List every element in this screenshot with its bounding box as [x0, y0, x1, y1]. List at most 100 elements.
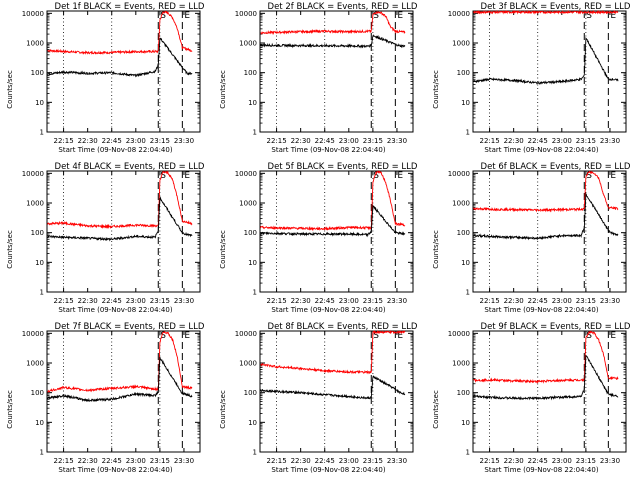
- x-tick-label: 22:15: [266, 457, 286, 465]
- end-marker: E: [184, 171, 190, 181]
- series-line-lld: [47, 170, 193, 230]
- x-tick-label: 23:15: [150, 137, 170, 145]
- y-axis-label: Counts/sec: [219, 390, 227, 429]
- start-marker: S: [373, 171, 379, 181]
- x-tick-label: 22:30: [504, 137, 524, 145]
- x-tick-label: 23:30: [387, 297, 407, 305]
- chart-panel-9: Det 9f BLACK = Events, RED = LLD 1 10 100 10…: [432, 322, 631, 474]
- series-line-events: [47, 37, 193, 78]
- plot-frame: [46, 330, 201, 453]
- y-tick-label: 100: [31, 389, 44, 397]
- x-tick-label: 23:00: [552, 457, 572, 465]
- y-tick-label: 100: [31, 69, 44, 77]
- y-tick-label: 100: [244, 69, 257, 77]
- y-tick-label: 10000: [22, 10, 44, 18]
- chart-panel-4: Det 4f BLACK = Events, RED = LLD 1 10 100 10…: [6, 162, 205, 314]
- start-marker: S: [586, 331, 592, 341]
- x-tick-label: 23:00: [339, 297, 359, 305]
- chart-title: Det 9f BLACK = Events, RED = LLD: [481, 322, 631, 332]
- chart-panel-3: Det 3f BLACK = Events, RED = LLD 1 10 100 10…: [432, 2, 631, 154]
- x-tick-label: 23:00: [552, 137, 572, 145]
- start-marker: S: [160, 331, 166, 341]
- y-tick-label: 10000: [22, 170, 44, 178]
- y-tick-label: 10000: [235, 170, 257, 178]
- y-tick-label: 1: [40, 289, 44, 297]
- y-tick-label: 1000: [239, 200, 257, 208]
- y-tick-label: 100: [457, 389, 470, 397]
- plot-frame: [472, 170, 627, 293]
- x-tick-label: 23:15: [363, 137, 383, 145]
- start-marker: S: [586, 171, 592, 181]
- y-tick-label: 100: [457, 69, 470, 77]
- x-tick-label: 23:15: [576, 297, 596, 305]
- y-axis-label: Counts/sec: [6, 390, 14, 429]
- x-tick-label: 23:15: [150, 457, 170, 465]
- y-tick-label: 10000: [448, 330, 470, 338]
- y-tick-label: 10000: [235, 330, 257, 338]
- series-line-events: [260, 34, 406, 49]
- end-marker: E: [610, 331, 616, 341]
- x-tick-label: 23:00: [126, 297, 146, 305]
- y-tick-label: 10000: [448, 10, 470, 18]
- y-axis-label: Counts/sec: [219, 70, 227, 109]
- x-axis-label: Start Time (09-Nov-08 22:04:40): [484, 306, 598, 314]
- x-tick-label: 23:30: [174, 137, 194, 145]
- y-tick-label: 1: [253, 129, 257, 137]
- chart-panel-7: Det 7f BLACK = Events, RED = LLD 1 10 100 10…: [6, 322, 205, 474]
- series-line-events: [47, 196, 193, 242]
- y-tick-label: 100: [31, 229, 44, 237]
- y-tick-label: 10: [248, 419, 257, 427]
- series-line-events: [260, 204, 406, 238]
- y-tick-label: 1: [466, 449, 470, 457]
- x-tick-label: 23:00: [552, 297, 572, 305]
- y-tick-label: 1000: [26, 40, 44, 48]
- x-tick-label: 22:15: [53, 457, 73, 465]
- y-tick-label: 10: [35, 99, 44, 107]
- chart-title: Det 5f BLACK = Events, RED = LLD: [268, 162, 418, 172]
- y-axis-label: Counts/sec: [432, 390, 440, 429]
- plot-frame: [472, 330, 627, 453]
- chart-panel-5: Det 5f BLACK = Events, RED = LLD 1 10 100 10…: [219, 162, 418, 314]
- x-tick-label: 22:30: [504, 457, 524, 465]
- y-tick-label: 100: [244, 229, 257, 237]
- x-tick-label: 23:00: [126, 457, 146, 465]
- chart-title: Det 6f BLACK = Events, RED = LLD: [481, 162, 631, 172]
- x-tick-label: 22:45: [528, 297, 548, 305]
- y-tick-label: 1: [466, 129, 470, 137]
- plot-frame: [472, 10, 627, 133]
- chart-panel-1: Det 1f BLACK = Events, RED = LLD 1 10 100 10…: [6, 2, 205, 154]
- plot-frame: [46, 170, 201, 293]
- x-axis-label: Start Time (09-Nov-08 22:04:40): [271, 306, 385, 314]
- series-line-events: [473, 36, 619, 85]
- x-tick-label: 22:45: [102, 297, 122, 305]
- x-axis-label: Start Time (09-Nov-08 22:04:40): [271, 146, 385, 154]
- y-tick-label: 1000: [452, 200, 470, 208]
- x-tick-label: 23:30: [387, 457, 407, 465]
- chart-title: Det 1f BLACK = Events, RED = LLD: [55, 2, 205, 12]
- x-tick-label: 22:30: [78, 457, 98, 465]
- start-marker: S: [586, 11, 592, 21]
- x-tick-label: 22:45: [315, 457, 335, 465]
- start-marker: S: [160, 11, 166, 21]
- series-line-lld: [47, 330, 193, 393]
- y-tick-label: 1000: [239, 40, 257, 48]
- x-tick-label: 22:45: [315, 297, 335, 305]
- x-tick-label: 23:00: [126, 137, 146, 145]
- x-tick-label: 23:15: [363, 297, 383, 305]
- y-tick-label: 10000: [235, 10, 257, 18]
- x-tick-label: 22:15: [479, 137, 499, 145]
- y-tick-label: 10: [35, 419, 44, 427]
- series-line-events: [47, 356, 193, 403]
- x-tick-label: 23:30: [600, 457, 620, 465]
- y-tick-label: 10000: [448, 170, 470, 178]
- x-axis-label: Start Time (09-Nov-08 22:04:40): [484, 146, 598, 154]
- y-tick-label: 10: [461, 99, 470, 107]
- chart-title: Det 2f BLACK = Events, RED = LLD: [268, 2, 418, 12]
- x-axis-label: Start Time (09-Nov-08 22:04:40): [58, 466, 172, 474]
- x-tick-label: 23:00: [339, 457, 359, 465]
- y-tick-label: 1000: [26, 200, 44, 208]
- chart-title: Det 4f BLACK = Events, RED = LLD: [55, 162, 205, 172]
- chart-panel-2: Det 2f BLACK = Events, RED = LLD 1 10 100 10…: [219, 2, 418, 154]
- x-tick-label: 23:30: [600, 137, 620, 145]
